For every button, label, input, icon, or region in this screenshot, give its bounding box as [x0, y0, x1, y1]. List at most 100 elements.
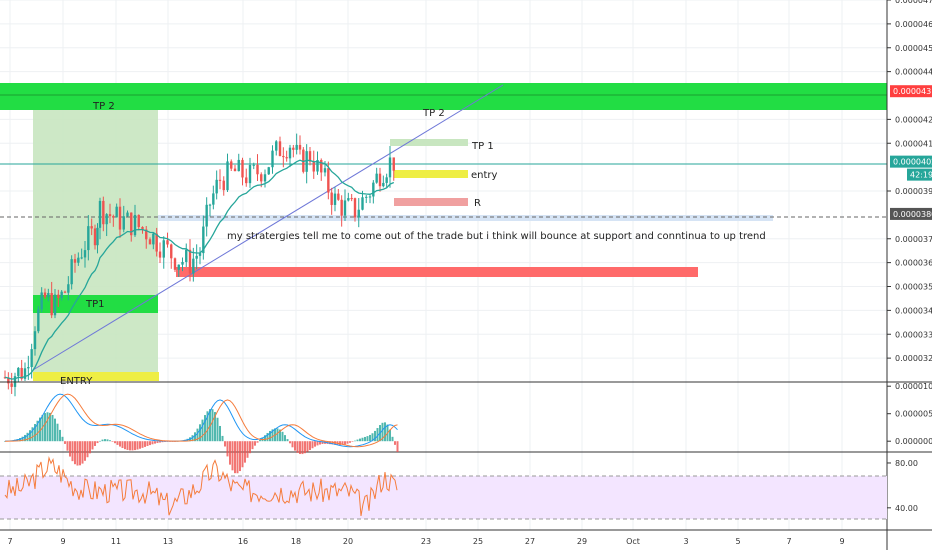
- stop-loss-band[interactable]: [176, 267, 698, 277]
- candle-body: [237, 159, 240, 172]
- candle-body: [108, 214, 112, 217]
- price-badge-label: 42:19: [910, 171, 932, 180]
- macd-bar: [221, 435, 224, 442]
- macd-bar: [371, 433, 374, 442]
- macd-bar: [101, 439, 104, 442]
- tp2-top-label: TP 2: [92, 101, 115, 112]
- macd-bar: [299, 441, 301, 455]
- tp1-small-box[interactable]: [390, 139, 468, 146]
- macd-bar: [289, 441, 291, 444]
- price-tick-label: 0.00004700: [895, 0, 932, 5]
- macd-bar: [231, 441, 234, 471]
- candle-body: [173, 258, 177, 270]
- candle-body: [388, 157, 392, 178]
- candle-body: [43, 292, 47, 298]
- candle-body: [195, 255, 198, 259]
- candle-body: [188, 249, 192, 274]
- macd-bar: [119, 441, 121, 447]
- tp1-label: TP1: [85, 299, 105, 310]
- price-badge-label: 0.00003804: [893, 210, 932, 219]
- candle-body: [57, 294, 60, 298]
- macd-bar: [99, 440, 101, 442]
- macd-bar: [216, 417, 219, 442]
- macd-bar: [124, 441, 126, 450]
- support-band[interactable]: [158, 215, 773, 221]
- entry-small-box[interactable]: [394, 170, 468, 178]
- tp1-box[interactable]: [33, 295, 158, 313]
- macd-bar: [226, 441, 229, 457]
- macd-bar: [269, 430, 271, 442]
- candle-body: [212, 193, 215, 205]
- macd-signal-line: [5, 393, 398, 448]
- macd-bar: [356, 439, 359, 442]
- macd-bar: [234, 441, 236, 474]
- candle-body: [343, 200, 347, 216]
- candle-body: [30, 349, 33, 368]
- macd-bar: [341, 441, 344, 445]
- candle-body: [292, 147, 295, 150]
- macd-bar: [264, 435, 266, 442]
- candle-body: [226, 161, 229, 191]
- candle-body: [368, 196, 372, 198]
- macd-bar: [39, 417, 41, 442]
- macd-bar: [374, 430, 376, 442]
- macd-bar: [354, 440, 356, 442]
- candle-body: [10, 383, 13, 387]
- candles-group: [3, 133, 395, 397]
- time-tick-label: 20: [343, 537, 353, 546]
- macd-bar: [56, 423, 59, 442]
- entry-box[interactable]: [33, 372, 159, 381]
- macd-bar: [394, 441, 396, 445]
- macd-bar: [321, 441, 324, 445]
- macd-bar: [224, 441, 226, 447]
- candle-body: [7, 377, 10, 384]
- macd-bar: [284, 435, 286, 442]
- macd-bar: [214, 412, 216, 442]
- candle-body: [185, 249, 188, 262]
- candle-body: [152, 233, 155, 245]
- candle-body: [162, 240, 165, 258]
- candle-body: [372, 182, 375, 197]
- trend-line[interactable]: [32, 84, 504, 371]
- candle-body: [267, 167, 270, 175]
- candle-body: [215, 179, 218, 194]
- candle-body: [96, 227, 99, 246]
- macd-bar: [291, 441, 294, 448]
- macd-bar: [339, 441, 341, 446]
- price-badge-bg: [907, 168, 932, 181]
- macd-bar: [219, 425, 221, 442]
- macd-bar: [301, 441, 304, 455]
- macd-bar: [369, 434, 371, 442]
- candle-body: [122, 216, 125, 230]
- r-small-box[interactable]: [394, 198, 468, 206]
- rsi-axis[interactable]: 80.00 40.00: [887, 459, 918, 513]
- time-tick-label: 29: [577, 537, 587, 546]
- macd-bar: [69, 441, 71, 457]
- candle-body: [50, 293, 53, 316]
- time-tick-label: Oct: [626, 537, 640, 546]
- macd-line: [4, 393, 398, 448]
- macd-bar: [66, 441, 69, 451]
- time-axis[interactable]: 7 9 11 13 16 18 20 23 25 27 29 Oct 3 5 7 9: [7, 537, 844, 546]
- candle-body: [302, 149, 305, 172]
- candle-body: [198, 253, 202, 256]
- macd-bar: [156, 441, 159, 444]
- macd-bar: [89, 441, 91, 454]
- price-axis[interactable]: 0.00004700 0.00004600 0.00004500 0.00004400…: [887, 0, 932, 363]
- macd-bar: [304, 441, 306, 454]
- candle-body: [340, 199, 343, 216]
- macd-bar: [91, 441, 94, 450]
- macd-bar: [54, 418, 56, 442]
- macd-bar: [139, 441, 141, 449]
- candle-body: [170, 244, 173, 259]
- macd-bar: [51, 414, 54, 442]
- macd-tick-label: 0.0000000: [895, 437, 932, 446]
- candle-body: [350, 198, 353, 200]
- macd-bar: [251, 441, 254, 450]
- candle-body: [248, 164, 252, 184]
- macd-bar: [349, 441, 351, 443]
- tp2-green-band[interactable]: [0, 83, 887, 110]
- macd-bar: [49, 412, 51, 442]
